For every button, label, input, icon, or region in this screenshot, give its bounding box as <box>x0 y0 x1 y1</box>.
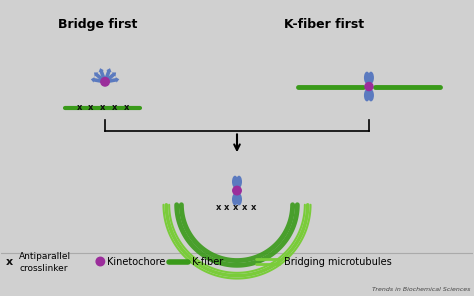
Text: Kinetochore: Kinetochore <box>108 257 166 266</box>
Circle shape <box>233 186 241 195</box>
Ellipse shape <box>364 89 370 102</box>
Circle shape <box>102 79 108 85</box>
Text: x: x <box>112 103 117 112</box>
Circle shape <box>96 257 105 266</box>
Circle shape <box>101 78 109 86</box>
Text: x: x <box>224 203 230 212</box>
Text: x: x <box>242 203 247 212</box>
Circle shape <box>236 189 238 192</box>
Text: Bridge first: Bridge first <box>58 18 137 31</box>
Ellipse shape <box>236 176 242 188</box>
Ellipse shape <box>232 176 238 188</box>
Text: x: x <box>251 203 256 212</box>
Text: K-fiber first: K-fiber first <box>284 18 364 31</box>
Text: K-fiber: K-fiber <box>192 257 223 266</box>
Text: Antiparallel
crosslinker: Antiparallel crosslinker <box>19 252 72 273</box>
Text: x: x <box>100 103 105 112</box>
Text: Trends in Biochemical Sciences: Trends in Biochemical Sciences <box>372 287 470 292</box>
FancyArrow shape <box>99 68 107 82</box>
Ellipse shape <box>364 72 370 84</box>
Ellipse shape <box>232 193 238 205</box>
Text: x: x <box>124 103 129 112</box>
Text: x: x <box>88 103 93 112</box>
FancyArrow shape <box>94 73 106 83</box>
Circle shape <box>235 188 239 193</box>
Text: Bridging microtubules: Bridging microtubules <box>284 257 392 266</box>
Circle shape <box>366 84 371 89</box>
FancyArrow shape <box>104 73 116 83</box>
Text: x: x <box>233 203 238 212</box>
Ellipse shape <box>368 89 374 102</box>
Text: x: x <box>76 103 82 112</box>
Ellipse shape <box>368 72 374 84</box>
FancyArrow shape <box>91 77 105 83</box>
Ellipse shape <box>236 193 242 205</box>
Circle shape <box>367 85 371 88</box>
FancyArrow shape <box>103 68 111 82</box>
Text: x: x <box>216 203 221 212</box>
Text: x: x <box>6 258 13 268</box>
Circle shape <box>365 83 373 91</box>
FancyArrow shape <box>105 77 119 83</box>
